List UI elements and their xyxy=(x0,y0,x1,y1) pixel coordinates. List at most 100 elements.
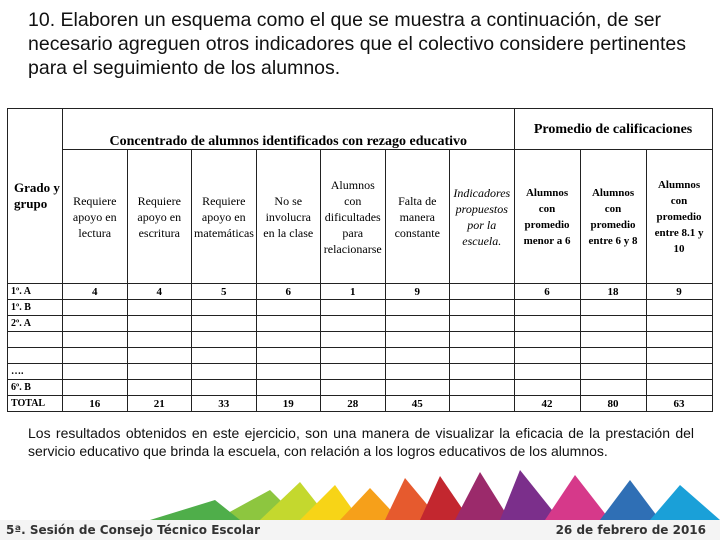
table-row: 1º. B xyxy=(7,299,713,316)
cell xyxy=(513,379,581,396)
cell xyxy=(579,379,647,396)
cell: 16 xyxy=(62,395,128,412)
cell xyxy=(449,347,515,364)
cell xyxy=(449,395,515,412)
note: Los resultados obtenidos en este ejercic… xyxy=(28,425,694,459)
cell xyxy=(645,379,713,396)
cell xyxy=(449,299,515,316)
cell xyxy=(579,363,647,380)
cell xyxy=(645,315,713,332)
cell xyxy=(255,363,321,380)
cell: 42 xyxy=(513,395,581,412)
column-header: No se involucra en la clase xyxy=(255,149,321,284)
cell: 6 xyxy=(255,283,321,300)
cell xyxy=(384,347,450,364)
cell xyxy=(645,347,713,364)
footer: 5ª. Sesión de Consejo Técnico Escolar 26… xyxy=(0,470,720,540)
cell xyxy=(579,315,647,332)
cell xyxy=(449,315,515,332)
footer-left: 5ª. Sesión de Consejo Técnico Escolar xyxy=(6,523,260,537)
cell xyxy=(449,283,515,300)
cell xyxy=(255,315,321,332)
column-header: Alumnos con promedio entre 6 y 8 xyxy=(579,149,647,284)
cell xyxy=(645,331,713,348)
table-row: 1º. A 4 4 5 6 1 9 6 18 9 xyxy=(7,283,713,300)
cell xyxy=(320,379,386,396)
instruction: 10. Elaboren un esquema como el que se m… xyxy=(28,9,686,79)
row-label: 1º. A xyxy=(7,283,63,300)
cell xyxy=(126,315,192,332)
cell xyxy=(320,299,386,316)
cell xyxy=(513,315,581,332)
row-label: …. xyxy=(7,363,63,380)
row-header: Grado y grupo xyxy=(7,108,63,284)
cell xyxy=(384,379,450,396)
group-header: Concentrado de alumnos identificados con… xyxy=(62,108,515,150)
cell xyxy=(62,315,128,332)
cell xyxy=(513,331,581,348)
row-label: TOTAL xyxy=(7,395,63,412)
column-header: Alumnos con promedio entre 8.1 y 10 xyxy=(645,149,713,284)
cell xyxy=(320,363,386,380)
cell xyxy=(191,299,257,316)
column-header: Indicadores propuestos por la escuela. xyxy=(449,149,515,284)
cell xyxy=(191,379,257,396)
cell xyxy=(645,363,713,380)
cell: 18 xyxy=(579,283,647,300)
cell xyxy=(449,363,515,380)
cell xyxy=(191,331,257,348)
cell: 5 xyxy=(191,283,257,300)
column-header: Requiere apoyo en lectura xyxy=(62,149,128,284)
group-header: Promedio de calificaciones xyxy=(513,108,713,150)
cell xyxy=(191,363,257,380)
column-header: Alumnos con promedio menor a 6 xyxy=(513,149,581,284)
cell xyxy=(126,299,192,316)
table-row xyxy=(7,331,713,348)
cell xyxy=(191,315,257,332)
cell xyxy=(62,299,128,316)
cell: 9 xyxy=(645,283,713,300)
cell xyxy=(62,331,128,348)
cell xyxy=(384,331,450,348)
table-row: …. xyxy=(7,363,713,380)
cell xyxy=(449,379,515,396)
footer-right: 26 de febrero de 2016 xyxy=(556,523,706,537)
cell: 4 xyxy=(62,283,128,300)
cell xyxy=(255,347,321,364)
cell: 33 xyxy=(191,395,257,412)
column-header: Requiere apoyo en matemáticas xyxy=(191,149,257,284)
cell: 21 xyxy=(126,395,192,412)
cell xyxy=(513,363,581,380)
cell xyxy=(126,379,192,396)
cell xyxy=(384,315,450,332)
row-label: 2º. A xyxy=(7,315,63,332)
cell: 28 xyxy=(320,395,386,412)
cell: 45 xyxy=(384,395,450,412)
cell xyxy=(126,331,192,348)
cell: 63 xyxy=(645,395,713,412)
cell xyxy=(320,347,386,364)
cell xyxy=(645,299,713,316)
table: Grado y grupo Concentrado de alumnos ide… xyxy=(7,108,713,412)
row-label: 6º. B xyxy=(7,379,63,396)
cell xyxy=(191,347,257,364)
cell xyxy=(126,347,192,364)
cell xyxy=(579,347,647,364)
cell: 6 xyxy=(513,283,581,300)
cell xyxy=(62,363,128,380)
row-label: 1º. B xyxy=(7,299,63,316)
cell: 1 xyxy=(320,283,386,300)
column-header: Falta de manera constante xyxy=(384,149,450,284)
cell xyxy=(320,315,386,332)
cell xyxy=(126,363,192,380)
cell: 19 xyxy=(255,395,321,412)
cell xyxy=(579,331,647,348)
table-row: TOTAL 16 21 33 19 28 45 42 80 63 xyxy=(7,395,713,412)
table-row xyxy=(7,347,713,364)
cell: 4 xyxy=(126,283,192,300)
cell xyxy=(513,299,581,316)
table-row: 6º. B xyxy=(7,379,713,396)
row-label xyxy=(7,347,63,364)
cell xyxy=(255,379,321,396)
